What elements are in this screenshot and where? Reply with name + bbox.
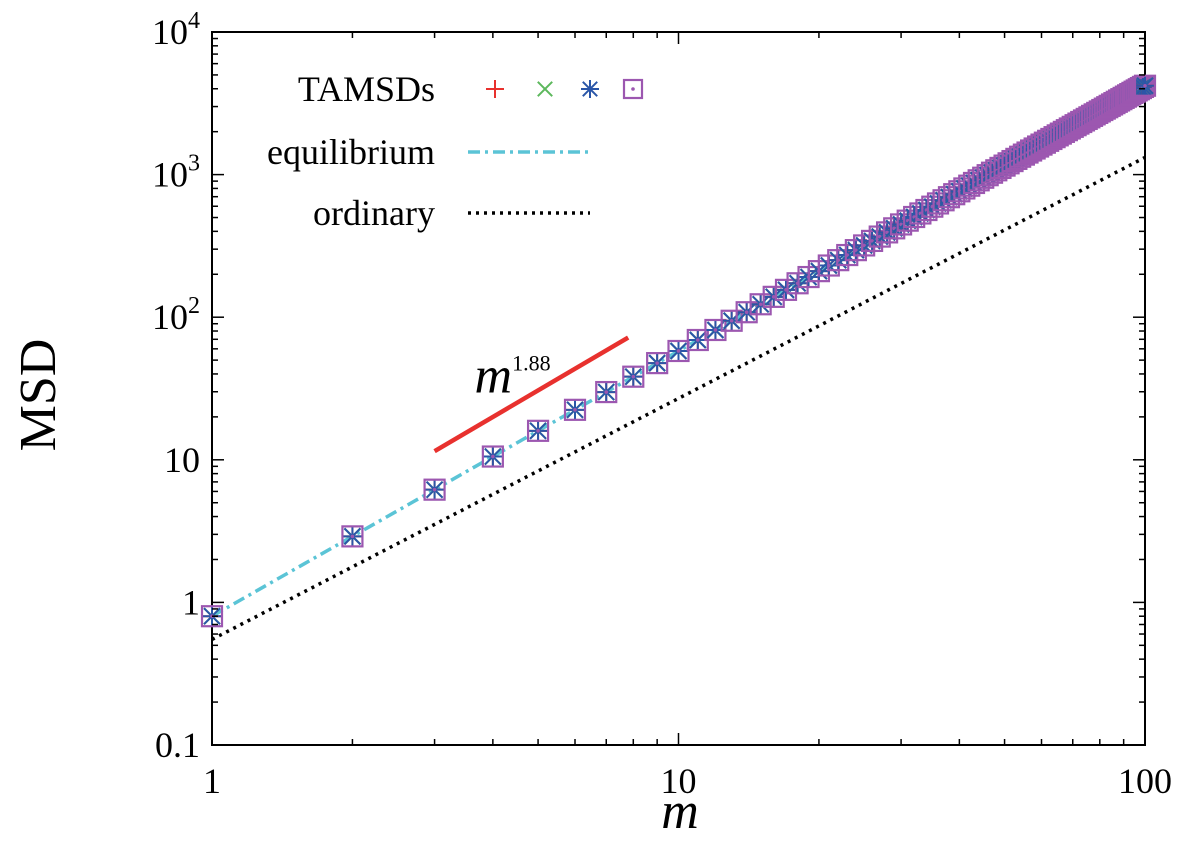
y-tick-label: 103 [152,151,200,195]
legend-label-tamsds: TAMSDs [298,69,435,109]
x-tick-label: 10 [661,761,697,801]
axis-titles: m MSD [10,339,699,840]
square-dot [744,310,749,315]
square-outline [774,278,798,301]
dotted-square-marker [423,478,446,501]
square-outline [423,478,446,501]
square-outline [200,605,224,628]
square-outline [622,365,645,388]
guide-line [433,335,630,454]
square-dot [573,408,577,412]
legend: TAMSDs equilibrium ordinary [267,69,644,233]
dotted-square-marker [853,234,876,257]
square-outline [853,234,876,257]
square-outline [595,380,618,404]
legend-label-equilibrium: equilibrium [267,132,435,172]
dotted-square-marker [526,419,550,442]
square-dot [491,454,495,459]
dotted-square-marker [341,525,364,548]
square-outline [622,78,644,100]
x-axis-title: m [661,783,699,840]
square-outline [481,445,504,468]
square-outline [720,309,743,332]
dotted-square-marker [595,380,618,404]
plus-marker [486,80,504,98]
square-dot [655,361,659,365]
square-outline [762,285,785,308]
asterisk-marker [581,80,599,98]
cross-marker [537,81,553,97]
dotted-square-marker [481,445,504,468]
cross-stroke [537,81,553,97]
square-dot [604,390,609,394]
dotted-square-marker [563,398,587,421]
square-dot [729,318,734,323]
square-dot [350,534,355,539]
square-dot [1143,83,1147,88]
x-tick-label: 1 [203,761,221,801]
y-axis-title: MSD [10,339,67,452]
dotted-square-marker [762,285,785,308]
square-outline [749,293,772,316]
square-outline [1131,75,1155,99]
y-tick-label: 1 [182,582,200,622]
square-dot [713,328,718,332]
square-dot [631,87,635,91]
y-tick-label: 104 [152,8,200,52]
square-outline [1133,74,1157,97]
legend-label-ordinary: ordinary [313,193,435,233]
y-tick-label: 0.1 [155,725,200,765]
square-outline [646,352,669,375]
dotted-square-marker [622,365,645,388]
square-dot [758,302,763,307]
square-dot [870,239,874,243]
square-dot [631,374,636,379]
guide-line-label: m1.88 [475,348,551,405]
guide-line-exponent: 1.88 [512,351,551,376]
square-outline [526,419,550,442]
square-dot [696,338,700,342]
square-dot [862,243,866,248]
square-dot [432,487,437,492]
y-tick-exponent: 4 [188,8,200,34]
dotted-square-marker [749,293,772,316]
y-tick-label: 10 [164,440,200,480]
y-tick-label: 102 [152,293,200,337]
square-outline [563,398,587,421]
square-outline [860,229,884,253]
square-dot [536,429,540,433]
y-tick-exponent: 2 [188,293,200,319]
square-outline [1129,76,1153,100]
dotted-square-marker [860,229,884,253]
asterisk-stroke [582,81,598,97]
square-outline [341,525,364,548]
square-outline [868,225,891,248]
y-tick-exponent: 3 [188,151,200,177]
square-dot [771,295,776,299]
dotted-square-marker [622,78,644,100]
square-dot [676,349,681,353]
square-outline [735,301,758,324]
dotted-square-marker [1133,74,1157,97]
x-tick-label: 100 [1118,761,1172,801]
dotted-square-marker [720,309,743,332]
dotted-square-marker [646,352,669,375]
dotted-square-marker [735,301,758,324]
